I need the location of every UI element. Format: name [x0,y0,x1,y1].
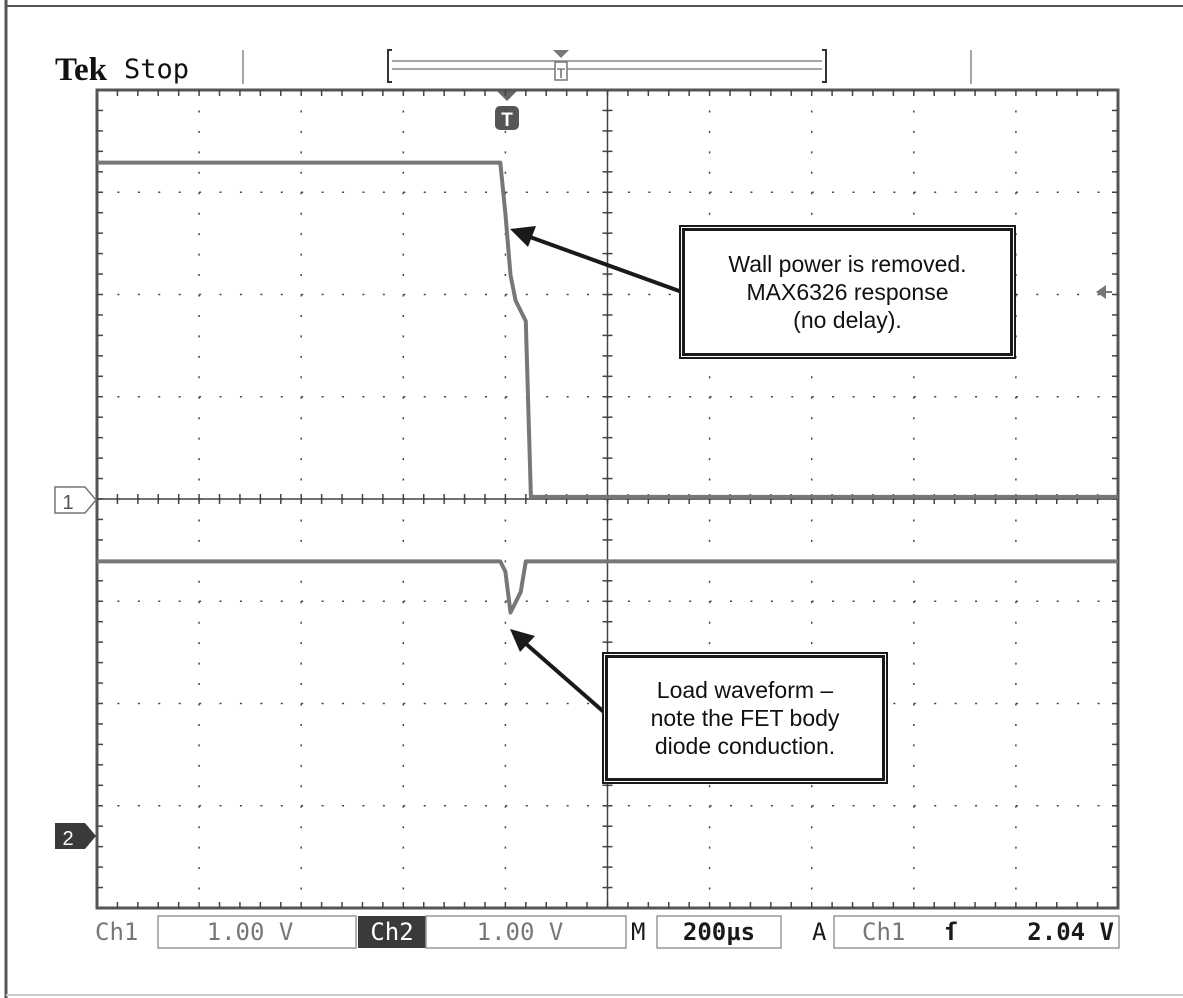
trigger-box [833,915,1120,949]
trigger-level-marker [1096,285,1106,299]
ch1-trace [97,160,1118,499]
ch1-label: Ch1 [95,918,138,946]
ch1-scale: 1.00 V [207,918,294,946]
ch1-scale-box [157,915,357,949]
record-trigger-marker: T [557,65,566,81]
load-callout-line-1: Load waveform – [656,677,834,703]
load-callout-arrow [510,629,607,715]
load-callout-line-3: diode conduction. [654,733,836,759]
wall-power-callout: Wall power is removed. MAX6326 response … [682,228,1013,356]
wall-callout-line-3: (no delay). [793,307,902,333]
load-waveform-callout: Load waveform – note the FET body diode … [605,655,885,781]
ch2-trace [97,559,1118,615]
svg-text:T: T [501,110,513,131]
timebase-value: 200µs [683,918,755,946]
ch2-label: Ch2 [370,918,413,946]
load-callout-line-2: note the FET body [650,705,840,731]
timebase-m-label: M [631,918,645,946]
status-bar: Ch1 1.00 V Ch2 1.00 V M 200µs A Ch1 ſ 2.… [95,915,1120,949]
trigger-source: Ch1 [862,918,905,946]
wall-callout-line-1: Wall power is removed. [728,251,967,277]
svg-text:2: 2 [62,828,73,850]
timebase-box [656,915,782,949]
ch2-scale: 1.00 V [477,918,564,946]
svg-text:1: 1 [62,492,73,514]
trigger-slope-icon: ſ [944,918,958,946]
ch2-label-box [358,916,426,948]
trigger-a-label: A [812,918,827,946]
ch2-scale-box [425,915,627,949]
ch1-ground-marker: 1 [54,486,97,514]
trigger-position-marker: T [495,90,519,131]
run-status: Stop [124,54,189,85]
record-position-bar [387,49,827,83]
ch2-ground-marker: 2 [55,823,96,850]
trigger-level: 2.04 V [1027,918,1114,946]
brand-label: Tek [55,52,108,88]
graticule [95,88,1120,910]
wall-callout-arrow [510,226,683,294]
wall-callout-line-2: MAX6326 response [746,279,949,305]
